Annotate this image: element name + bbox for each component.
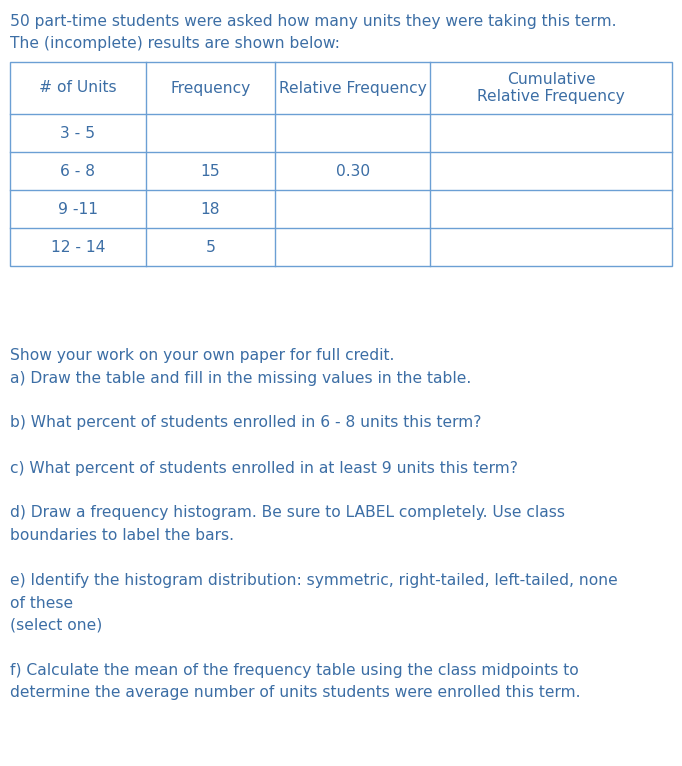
Text: b) What percent of students enrolled in 6 - 8 units this term?: b) What percent of students enrolled in …	[10, 415, 481, 430]
Text: boundaries to label the bars.: boundaries to label the bars.	[10, 528, 234, 543]
Text: # of Units: # of Units	[39, 80, 117, 96]
Text: 18: 18	[201, 201, 220, 217]
Text: 12 - 14: 12 - 14	[50, 240, 105, 254]
Text: Cumulative: Cumulative	[507, 71, 595, 87]
Text: The (incomplete) results are shown below:: The (incomplete) results are shown below…	[10, 36, 340, 51]
Bar	[10, 62, 672, 266]
Text: 6 - 8: 6 - 8	[60, 163, 95, 178]
Text: 9 -11: 9 -11	[58, 201, 98, 217]
Text: Show your work on your own paper for full credit.: Show your work on your own paper for ful…	[10, 348, 394, 363]
Text: Relative Frequency: Relative Frequency	[279, 80, 426, 96]
Text: e) Identify the histogram distribution: symmetric, right-tailed, left-tailed, no: e) Identify the histogram distribution: …	[10, 573, 618, 588]
Text: 50 part-time students were asked how many units they were taking this term.: 50 part-time students were asked how man…	[10, 14, 617, 29]
Text: (select one): (select one)	[10, 618, 102, 633]
Text: 5: 5	[205, 240, 216, 254]
Text: a) Draw the table and fill in the missing values in the table.: a) Draw the table and fill in the missin…	[10, 371, 471, 385]
Text: Relative Frequency: Relative Frequency	[477, 90, 625, 104]
Text: Frequency: Frequency	[170, 80, 250, 96]
Text: 0.30: 0.30	[336, 163, 370, 178]
Text: determine the average number of units students were enrolled this term.: determine the average number of units st…	[10, 686, 580, 700]
Text: of these: of these	[10, 595, 73, 611]
Text: d) Draw a frequency histogram. Be sure to LABEL completely. Use class: d) Draw a frequency histogram. Be sure t…	[10, 506, 565, 521]
Text: f) Calculate the mean of the frequency table using the class midpoints to: f) Calculate the mean of the frequency t…	[10, 663, 579, 678]
Text: 15: 15	[201, 163, 220, 178]
Text: 3 - 5: 3 - 5	[60, 126, 95, 140]
Text: c) What percent of students enrolled in at least 9 units this term?: c) What percent of students enrolled in …	[10, 460, 518, 476]
